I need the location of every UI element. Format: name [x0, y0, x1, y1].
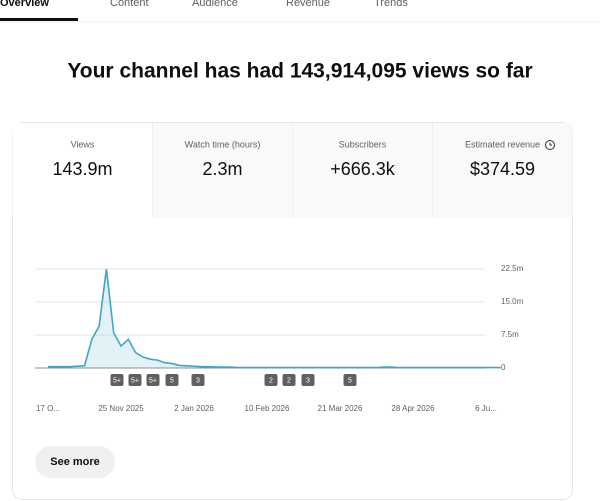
annotation-label: 5+: [131, 377, 139, 384]
x-tick-label: 17 O...: [36, 404, 60, 413]
annotation-label: 3: [196, 377, 200, 384]
line: [48, 268, 501, 369]
see-more-button[interactable]: [35, 446, 115, 478]
annotation-marker[interactable]: [128, 374, 142, 386]
annotation-label: 2: [287, 377, 291, 384]
annotation-label: 5+: [149, 377, 157, 384]
annotation-marker[interactable]: [110, 374, 124, 386]
metric-tab[interactable]: [152, 123, 293, 218]
metric-value: 143.9m: [52, 159, 112, 179]
x-tick-label: 2 Jan 2026: [174, 404, 214, 413]
x-tick-label: 25 Nov 2025: [98, 404, 144, 413]
annotation-marker[interactable]: [282, 374, 296, 386]
metric-value: $374.59: [470, 159, 535, 179]
y-tick-label: 22.5m: [501, 264, 524, 273]
annotation-marker[interactable]: [191, 374, 205, 386]
metric-label: Watch time (hours): [185, 139, 261, 149]
y-tick-label: 0: [501, 363, 506, 372]
headline: Your channel has had 143,914,095 views s…: [67, 60, 532, 83]
x-tick-label: 6 Ju...: [475, 404, 497, 413]
x-tick-label: 21 Mar 2026: [318, 404, 363, 413]
metric-tab[interactable]: [432, 123, 573, 218]
metric-label: Views: [71, 139, 95, 149]
annotation-marker[interactable]: [146, 374, 160, 386]
info-icon-hands: [549, 142, 552, 146]
y-tick-label: 7.5m: [501, 330, 519, 339]
tab[interactable]: Audience: [192, 0, 238, 9]
metric-tab[interactable]: [12, 123, 153, 218]
see-more-label[interactable]: See more: [50, 456, 100, 468]
metric-value: 2.3m: [202, 159, 242, 179]
metric-value: +666.3k: [330, 159, 396, 179]
y-tick-label: 15.0m: [501, 297, 524, 306]
metric-label: Subscribers: [339, 139, 387, 149]
annotation-marker[interactable]: [301, 374, 315, 386]
annotation-marker[interactable]: [165, 374, 179, 386]
annotation-label: 5: [348, 377, 352, 384]
tab[interactable]: Overview: [0, 0, 49, 9]
area: [48, 269, 501, 368]
tab[interactable]: Trends: [374, 0, 408, 9]
annotation-label: 5: [170, 377, 174, 384]
metric-tab[interactable]: [292, 123, 433, 218]
x-tick-label: 28 Apr 2026: [391, 404, 435, 413]
tab[interactable]: Revenue: [286, 0, 330, 9]
annotation-label: 3: [306, 377, 310, 384]
active-tab-indicator: [0, 18, 78, 21]
x-tick-label: 10 Feb 2026: [245, 404, 290, 413]
annotation-marker[interactable]: [343, 374, 357, 386]
metric-label: Estimated revenue: [465, 139, 540, 149]
info-icon: [545, 140, 555, 150]
tab[interactable]: Content: [110, 0, 149, 9]
annotation-label: 5+: [113, 377, 121, 384]
annotation-label: 2: [269, 377, 273, 384]
tab-bar: [0, 0, 600, 22]
annotation-marker[interactable]: [264, 374, 278, 386]
